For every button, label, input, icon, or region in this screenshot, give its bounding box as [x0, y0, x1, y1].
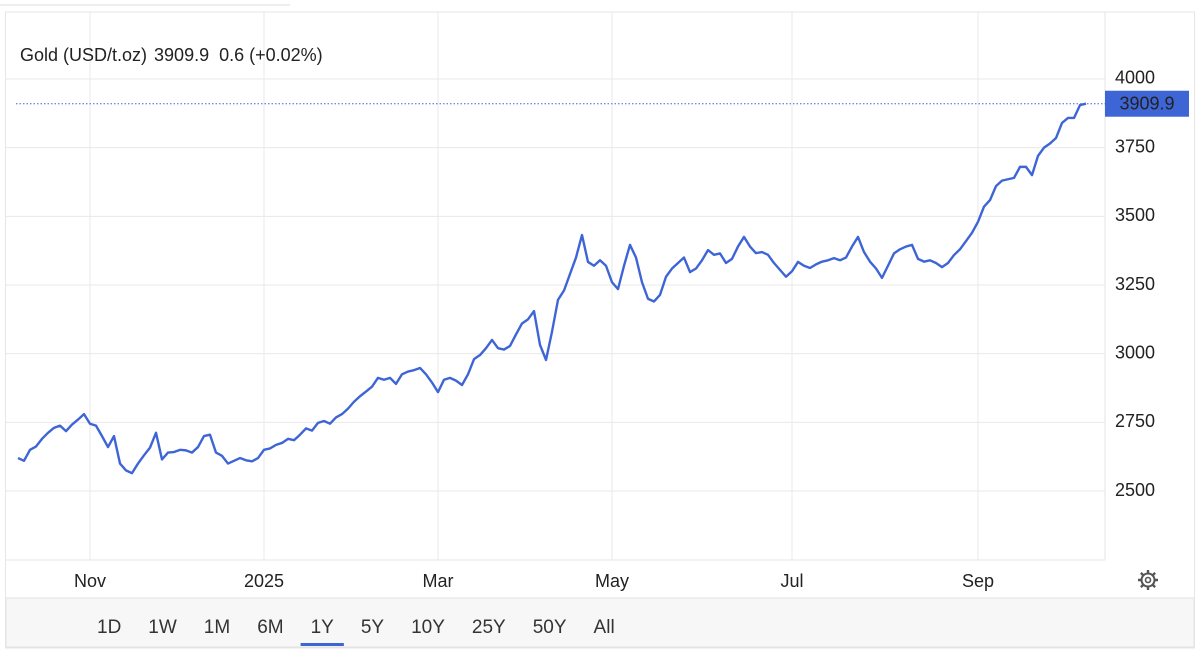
y-tick-label: 3500	[1115, 205, 1155, 225]
last-price-box	[1105, 90, 1189, 117]
x-tick-label: Mar	[423, 571, 454, 591]
range-button[interactable]: 5Y	[361, 617, 385, 638]
range-button[interactable]: 1M	[204, 617, 230, 638]
header-price: 3909.9	[154, 45, 209, 65]
chart-frame	[5, 11, 1195, 649]
gear-teeth	[1138, 570, 1158, 590]
grid	[6, 12, 1105, 560]
range-button[interactable]: 25Y	[472, 617, 506, 638]
range-toolbar	[5, 597, 1195, 648]
range-button[interactable]: All	[594, 617, 615, 638]
y-tick-label: 3250	[1115, 274, 1155, 294]
range-button[interactable]: 1Y	[311, 617, 335, 638]
x-tick-label: Jul	[780, 571, 803, 591]
y-tick-label: 3750	[1115, 136, 1155, 156]
last-price-label: 3909.9	[1119, 93, 1174, 113]
range-button[interactable]: 10Y	[411, 617, 445, 638]
y-tick-label: 4000	[1115, 68, 1155, 88]
range-button[interactable]: 1D	[97, 617, 121, 638]
instrument-name: Gold (USD/t.oz)	[20, 45, 147, 65]
y-tick-label: 2500	[1115, 480, 1155, 500]
y-tick-label: 3000	[1115, 342, 1155, 362]
range-button[interactable]: 1W	[148, 617, 177, 638]
x-tick-label: 2025	[244, 571, 284, 591]
price-line	[17, 102, 1087, 475]
settings-icon[interactable]	[1138, 570, 1158, 590]
range-button[interactable]: 50Y	[533, 617, 567, 638]
header-change: 0.6 (+0.02%)	[219, 45, 323, 65]
y-tick-label: 2750	[1115, 411, 1155, 431]
marks	[16, 102, 1105, 475]
x-tick-label: May	[595, 571, 629, 591]
gear-hub	[1144, 576, 1152, 584]
range-selected-underline	[300, 643, 344, 646]
x-tick-label: Sep	[962, 571, 994, 591]
gear-ring	[1140, 572, 1156, 588]
x-tick-label: Nov	[74, 571, 106, 591]
range-button[interactable]: 6M	[257, 617, 283, 638]
